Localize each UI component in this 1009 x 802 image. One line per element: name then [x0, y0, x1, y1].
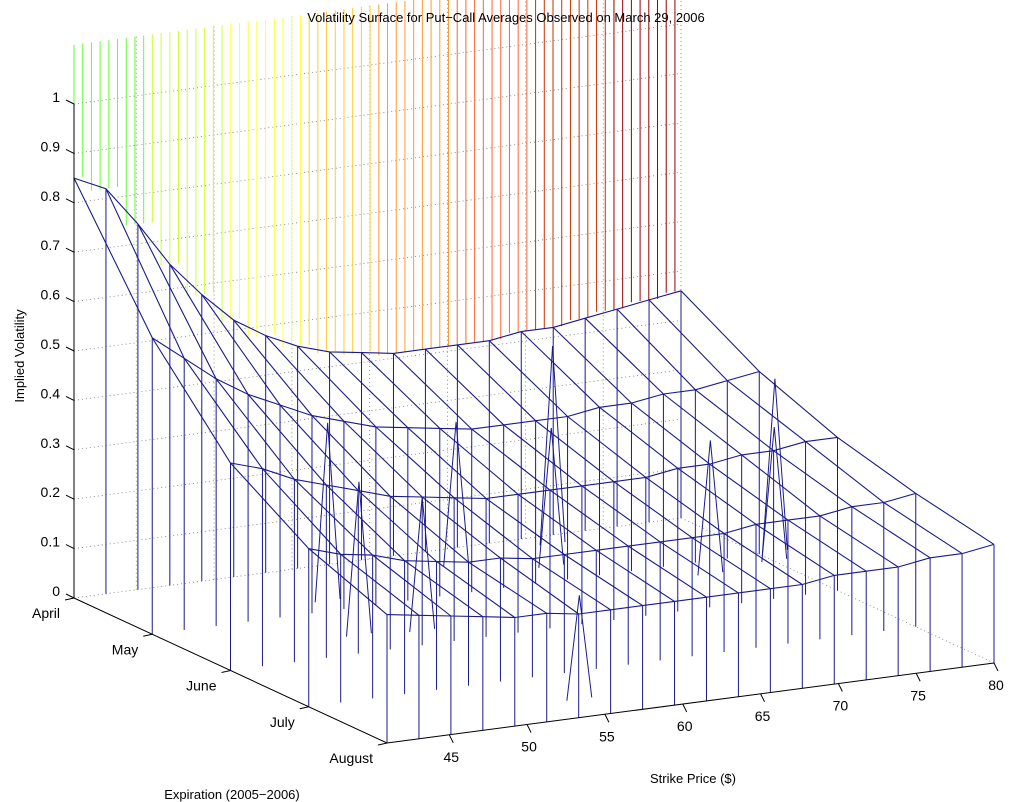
y-tick [64, 597, 75, 601]
x-tick [993, 662, 999, 672]
gridline-z [73, 270, 682, 352]
gridline-z [73, 418, 682, 500]
x-tick [448, 734, 454, 744]
z-tick [65, 198, 75, 204]
surface-spike [539, 346, 566, 546]
z-tick-label: 1 [52, 89, 60, 105]
z-tick-label: 0.3 [41, 435, 61, 451]
x-tick [682, 703, 688, 713]
z-tick-label: 0.5 [41, 336, 61, 352]
z-tick [65, 544, 75, 550]
surface-curtain-lines [73, 0, 676, 356]
surface-row-line [230, 436, 838, 500]
gridline-z [73, 221, 682, 302]
surface-column-line [584, 317, 899, 568]
z-tick-label: 0.7 [41, 237, 61, 253]
z-tick [65, 494, 75, 500]
gridline-z [73, 320, 682, 401]
surface-column-line [73, 177, 388, 616]
x-tick [915, 673, 921, 682]
z-tick [65, 99, 75, 105]
y-tick [377, 742, 388, 746]
surface-spike [761, 378, 788, 554]
surface-column-line [233, 319, 548, 614]
surface-spike [538, 427, 565, 568]
chart-title: Volatility Surface for Put−Call Averages… [307, 10, 705, 25]
gridline-z [73, 171, 682, 253]
gridline-z [73, 23, 682, 105]
surface-column-line [616, 308, 931, 559]
y-tick-label: April [32, 605, 60, 621]
surface-mesh [73, 177, 995, 743]
z-tick-label: 0.6 [41, 287, 61, 303]
surface-row-line [73, 177, 682, 354]
surface-column-line [488, 340, 803, 585]
chart-axes [64, 99, 999, 746]
x-tick [604, 714, 610, 723]
y-tick-label: May [112, 641, 138, 657]
surface-row-line [308, 492, 916, 563]
y-tick-label: July [270, 714, 295, 730]
surface-row-line [152, 337, 760, 430]
gridline-z [73, 73, 682, 154]
z-tick [65, 247, 75, 253]
x-tick-label: 80 [988, 677, 1004, 693]
x-axis-label: Strike Price ($) [650, 771, 736, 786]
z-tick-labels: 0 0.1 0.2 0.3 0.4 0.5 0.6 0.7 0.8 0.9 1 [41, 89, 61, 599]
z-tick [65, 395, 75, 401]
surface-row-line [386, 543, 995, 619]
z-tick [65, 297, 75, 303]
y-tick-label: August [329, 750, 373, 766]
y-axis-label: Expiration (2005−2006) [164, 787, 300, 802]
chart-gridlines [73, 0, 995, 664]
z-tick [65, 148, 75, 154]
gridline-z [73, 517, 682, 599]
surface-spike [443, 421, 470, 567]
z-tick-label: 0 [52, 583, 60, 599]
x-tick-label: 60 [677, 718, 693, 734]
x-tick-label: 55 [599, 728, 615, 744]
y-tick-labels: April May June July August [32, 605, 373, 766]
y-tick [221, 670, 231, 673]
surface-spike [761, 427, 788, 563]
z-tick-label: 0.1 [41, 534, 61, 550]
z-tick-label: 0.8 [41, 188, 61, 204]
surface-spike [345, 481, 372, 637]
x-tick [837, 683, 843, 692]
x-tick-label: 45 [443, 749, 459, 765]
z-tick-label: 0.4 [41, 385, 61, 401]
x-tick-label: 70 [833, 698, 849, 714]
y-tick-label: June [186, 678, 217, 694]
z-tick [65, 445, 75, 451]
x-axis-line [386, 662, 995, 744]
x-tick [526, 724, 532, 733]
z-tick [65, 346, 75, 352]
x-tick-labels: 45 50 55 60 65 70 75 80 [443, 677, 1004, 765]
y-tick [299, 706, 309, 710]
x-tick-label: 50 [521, 739, 537, 755]
z-tick-label: 0.9 [41, 138, 61, 154]
surface-spike [409, 496, 436, 633]
z-axis-label: Implied Volatility [12, 309, 27, 403]
y-tick [143, 633, 153, 637]
surface-spike [314, 422, 341, 603]
x-tick [760, 693, 765, 702]
surface-spike [697, 440, 724, 576]
z-tick-label: 0.2 [41, 484, 61, 500]
x-tick-label: 65 [755, 708, 771, 724]
x-tick-label: 75 [910, 687, 926, 703]
z-tick [65, 593, 75, 599]
surface-spike [566, 595, 593, 701]
gridline-z [73, 122, 682, 204]
